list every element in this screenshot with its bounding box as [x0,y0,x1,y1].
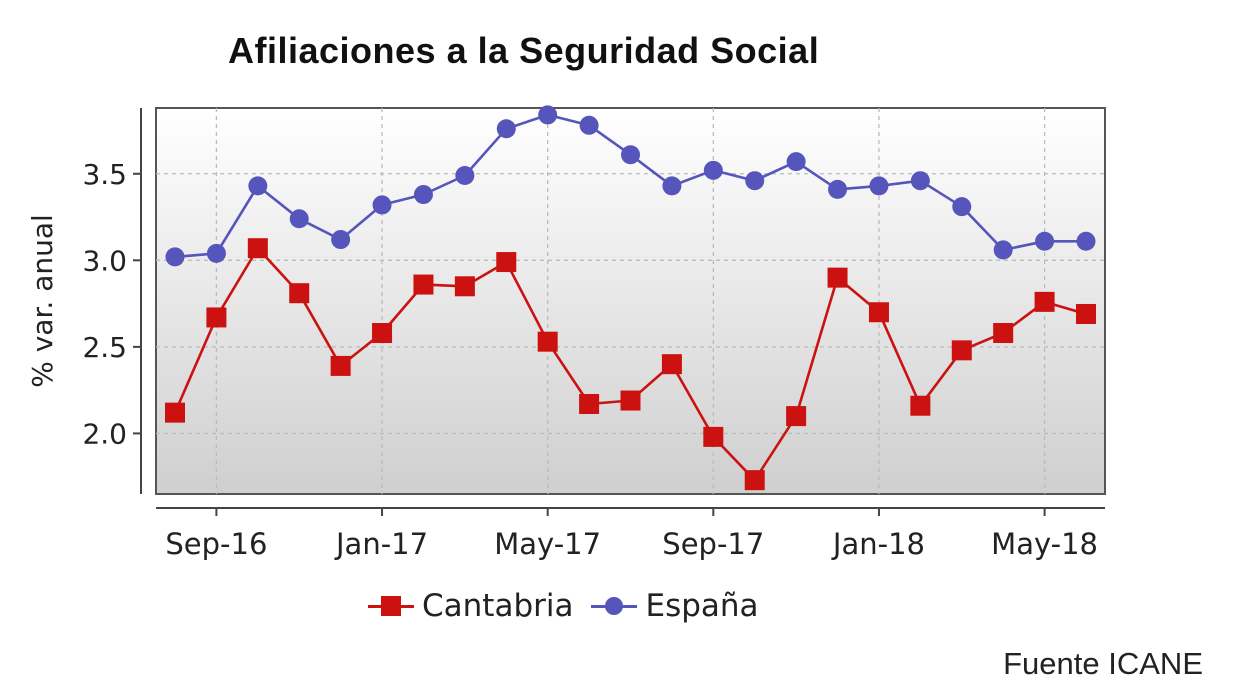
data-point-espana [1076,231,1096,251]
data-point-cantabria [165,402,185,423]
data-point-espana [165,247,185,267]
data-point-espana [538,105,558,125]
legend-label-cantabria: Cantabria [422,588,574,624]
data-point-espana [828,179,848,199]
x-tick-label: May-17 [494,527,601,561]
data-point-espana [331,230,351,250]
x-tick-label: Sep-16 [165,527,267,561]
data-point-espana [248,176,268,196]
data-point-cantabria [1034,291,1055,312]
data-point-cantabria [454,276,475,297]
data-point-cantabria [786,406,807,427]
chart-title: Afiliaciones a la Seguridad Social [228,30,820,71]
data-point-cantabria [703,426,724,447]
data-point-cantabria [206,307,227,328]
legend: Cantabria España [368,588,777,624]
y-axis-label: % var. anual [26,214,59,388]
data-point-cantabria [372,323,393,344]
data-point-espana [745,171,765,191]
data-point-cantabria [579,393,600,414]
data-point-espana [455,166,475,186]
series-group [165,105,1096,491]
legend-item-cantabria: Cantabria [368,588,573,624]
y-tick-label: 3.0 [82,244,127,277]
legend-label-espana: España [645,588,759,624]
x-tick-label: Jan-17 [334,527,428,561]
data-point-espana [786,152,806,172]
data-point-cantabria [413,274,434,295]
data-point-espana [579,115,599,135]
data-point-cantabria [993,323,1014,344]
data-point-espana [993,240,1013,260]
x-axis-ticks: Sep-16 Jan-17 May-17 Sep-17 Jan-18 May-18 [165,508,1098,561]
data-point-cantabria [1076,303,1096,324]
data-point-cantabria [289,283,310,304]
y-tick-label: 3.5 [82,158,127,191]
data-point-espana [496,119,516,139]
data-point-espana [289,209,309,229]
data-point-espana [910,171,930,191]
data-point-espana [621,145,640,165]
data-point-cantabria [620,390,641,411]
data-point-cantabria [496,252,517,273]
data-point-cantabria [951,340,972,361]
y-tick-label: 2.0 [82,417,127,450]
legend-marker-square-icon [368,591,414,621]
legend-item-espana: España [591,588,759,624]
y-axis-ticks: 2.0 2.5 3.0 3.5 [82,158,141,450]
data-point-espana [662,176,682,196]
x-tick-label: Sep-17 [662,527,764,561]
legend-marker-circle-icon [591,591,638,621]
data-point-cantabria [744,470,765,491]
data-point-espana [413,185,433,205]
plot-area [155,107,1106,495]
data-point-cantabria [827,267,848,288]
data-point-espana [1035,231,1055,251]
x-tick-label: Jan-18 [831,527,925,561]
data-point-cantabria [247,238,268,259]
data-point-espana [952,197,972,217]
x-tick-label: May-18 [991,527,1098,561]
data-point-espana [703,160,723,180]
data-point-cantabria [537,331,558,352]
data-point-cantabria [910,395,931,416]
y-tick-label: 2.5 [82,331,127,364]
data-point-cantabria [661,354,682,375]
data-point-espana [206,243,226,263]
source-note: Fuente ICANE [1003,646,1203,681]
data-point-cantabria [868,302,889,323]
data-point-cantabria [330,355,351,376]
data-point-espana [372,195,392,215]
data-point-espana [869,176,889,196]
